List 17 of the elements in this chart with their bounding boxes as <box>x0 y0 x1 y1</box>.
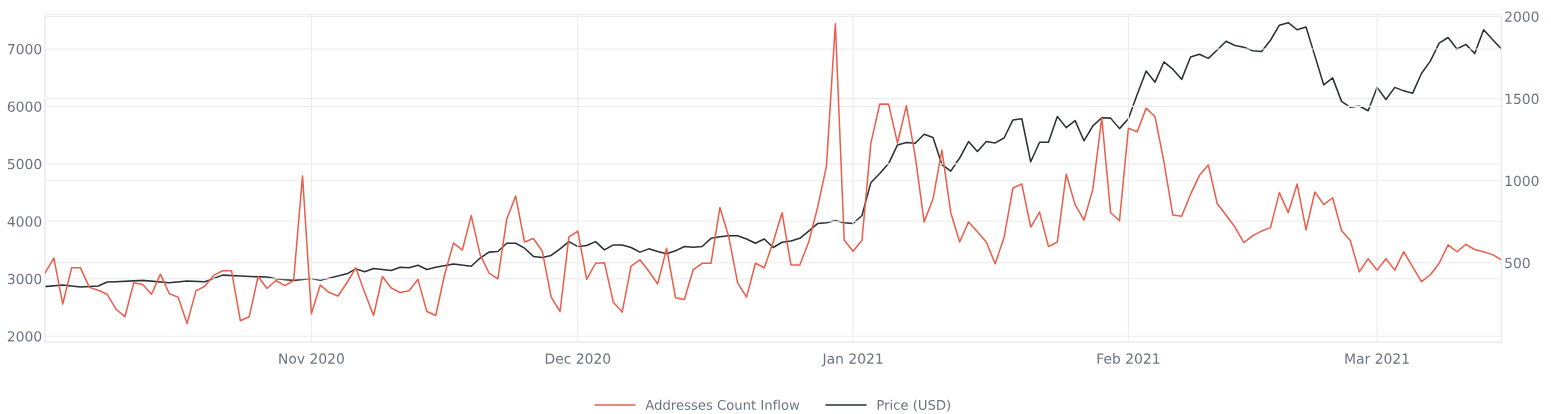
y-tick-label: 7000 <box>7 43 42 55</box>
x-tick-label: Dec 2020 <box>545 353 611 364</box>
y2-tick-label: 2000 <box>1505 11 1539 22</box>
y-tick-label: 3000 <box>7 273 42 285</box>
x-tick-label: Nov 2020 <box>279 353 344 364</box>
y2-tick-label: 500 <box>1505 257 1530 269</box>
y-tick-label: 6000 <box>7 101 42 112</box>
x-tick-label: Feb 2021 <box>1097 353 1160 364</box>
x-tick-label: Mar 2021 <box>1345 353 1409 364</box>
y-tick-label: 5000 <box>7 158 42 170</box>
y-tick-label: 4000 <box>7 216 42 227</box>
y2-tick-label: 1500 <box>1505 93 1539 105</box>
x-tick-label: Jan 2021 <box>821 353 883 367</box>
legend-label: Price (USD) <box>877 399 951 412</box>
y-tick-label: 2000 <box>7 331 42 342</box>
y2-tick-label: 1000 <box>1505 175 1539 187</box>
legend-label: Addresses Count Inflow <box>645 399 800 410</box>
